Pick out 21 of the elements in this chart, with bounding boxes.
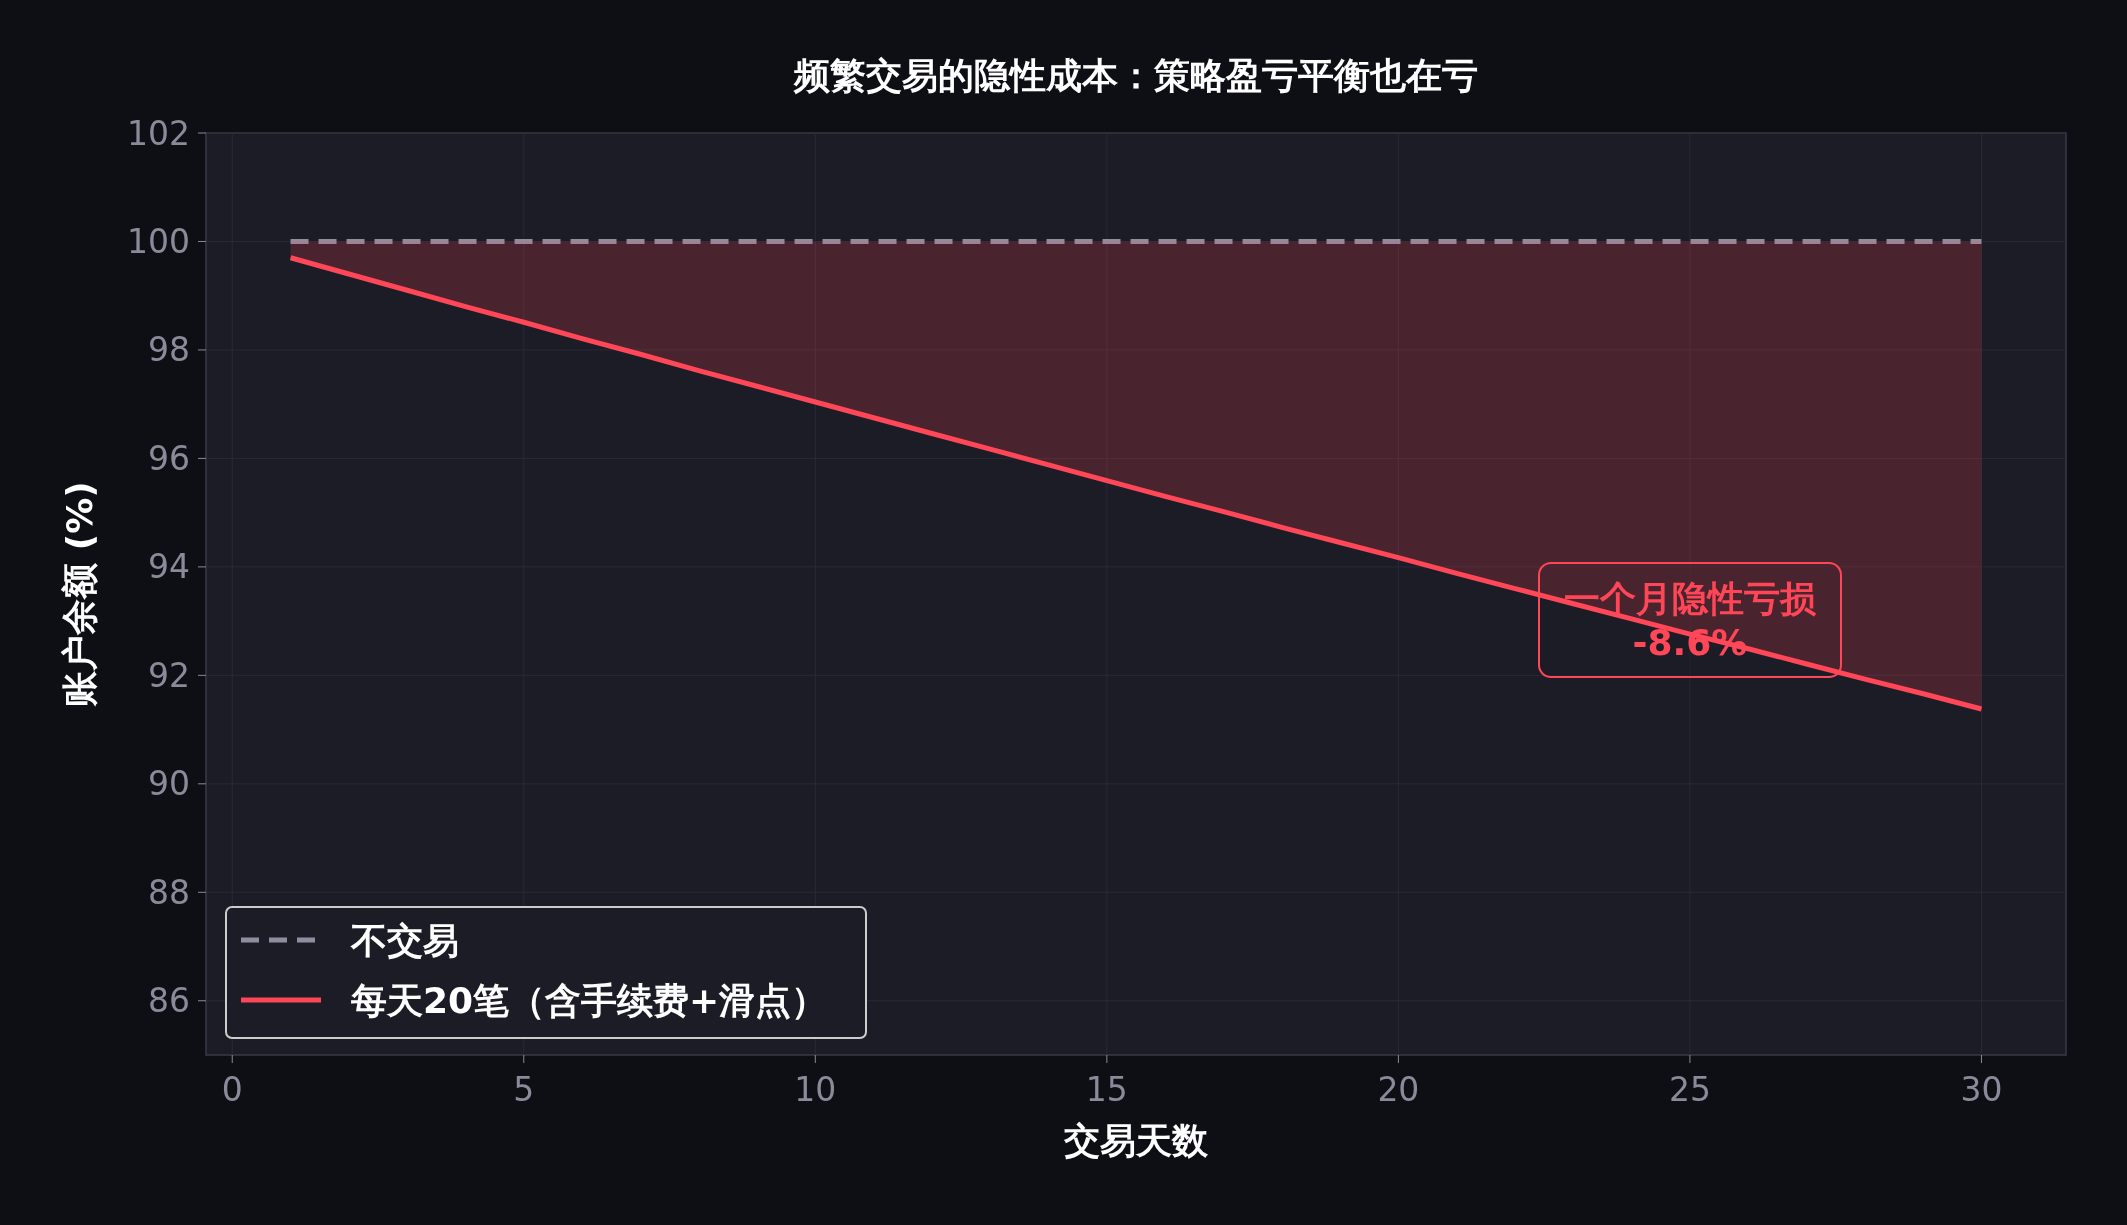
y-tick-label: 90	[148, 764, 190, 804]
x-tick-label: 30	[1960, 1070, 2003, 1109]
y-tick-label: 102	[127, 113, 190, 153]
x-tick-label: 20	[1377, 1070, 1420, 1109]
y-tick-label: 100	[127, 222, 190, 262]
x-tick-label: 10	[794, 1070, 837, 1109]
y-tick-label: 94	[148, 547, 190, 587]
x-tick-label: 0	[221, 1070, 243, 1109]
y-tick-label: 98	[148, 330, 190, 370]
x-tick-label: 5	[513, 1070, 535, 1109]
y-tick-label: 92	[148, 655, 190, 695]
x-tick-label: 15	[1085, 1070, 1128, 1109]
x-axis-title: 交易天数	[1063, 1120, 1209, 1161]
y-axis-title: 账户余额 (%)	[59, 481, 100, 707]
y-tick-label: 88	[148, 872, 190, 912]
legend-label: 每天20笔（含手续费+滑点）	[350, 979, 828, 1021]
chart-title: 频繁交易的隐性成本：策略盈亏平衡也在亏	[793, 55, 1478, 96]
y-tick-label: 86	[148, 981, 190, 1021]
x-tick-label: 25	[1668, 1070, 1711, 1109]
legend-label: 不交易	[350, 919, 459, 961]
y-tick-label: 96	[148, 438, 190, 478]
